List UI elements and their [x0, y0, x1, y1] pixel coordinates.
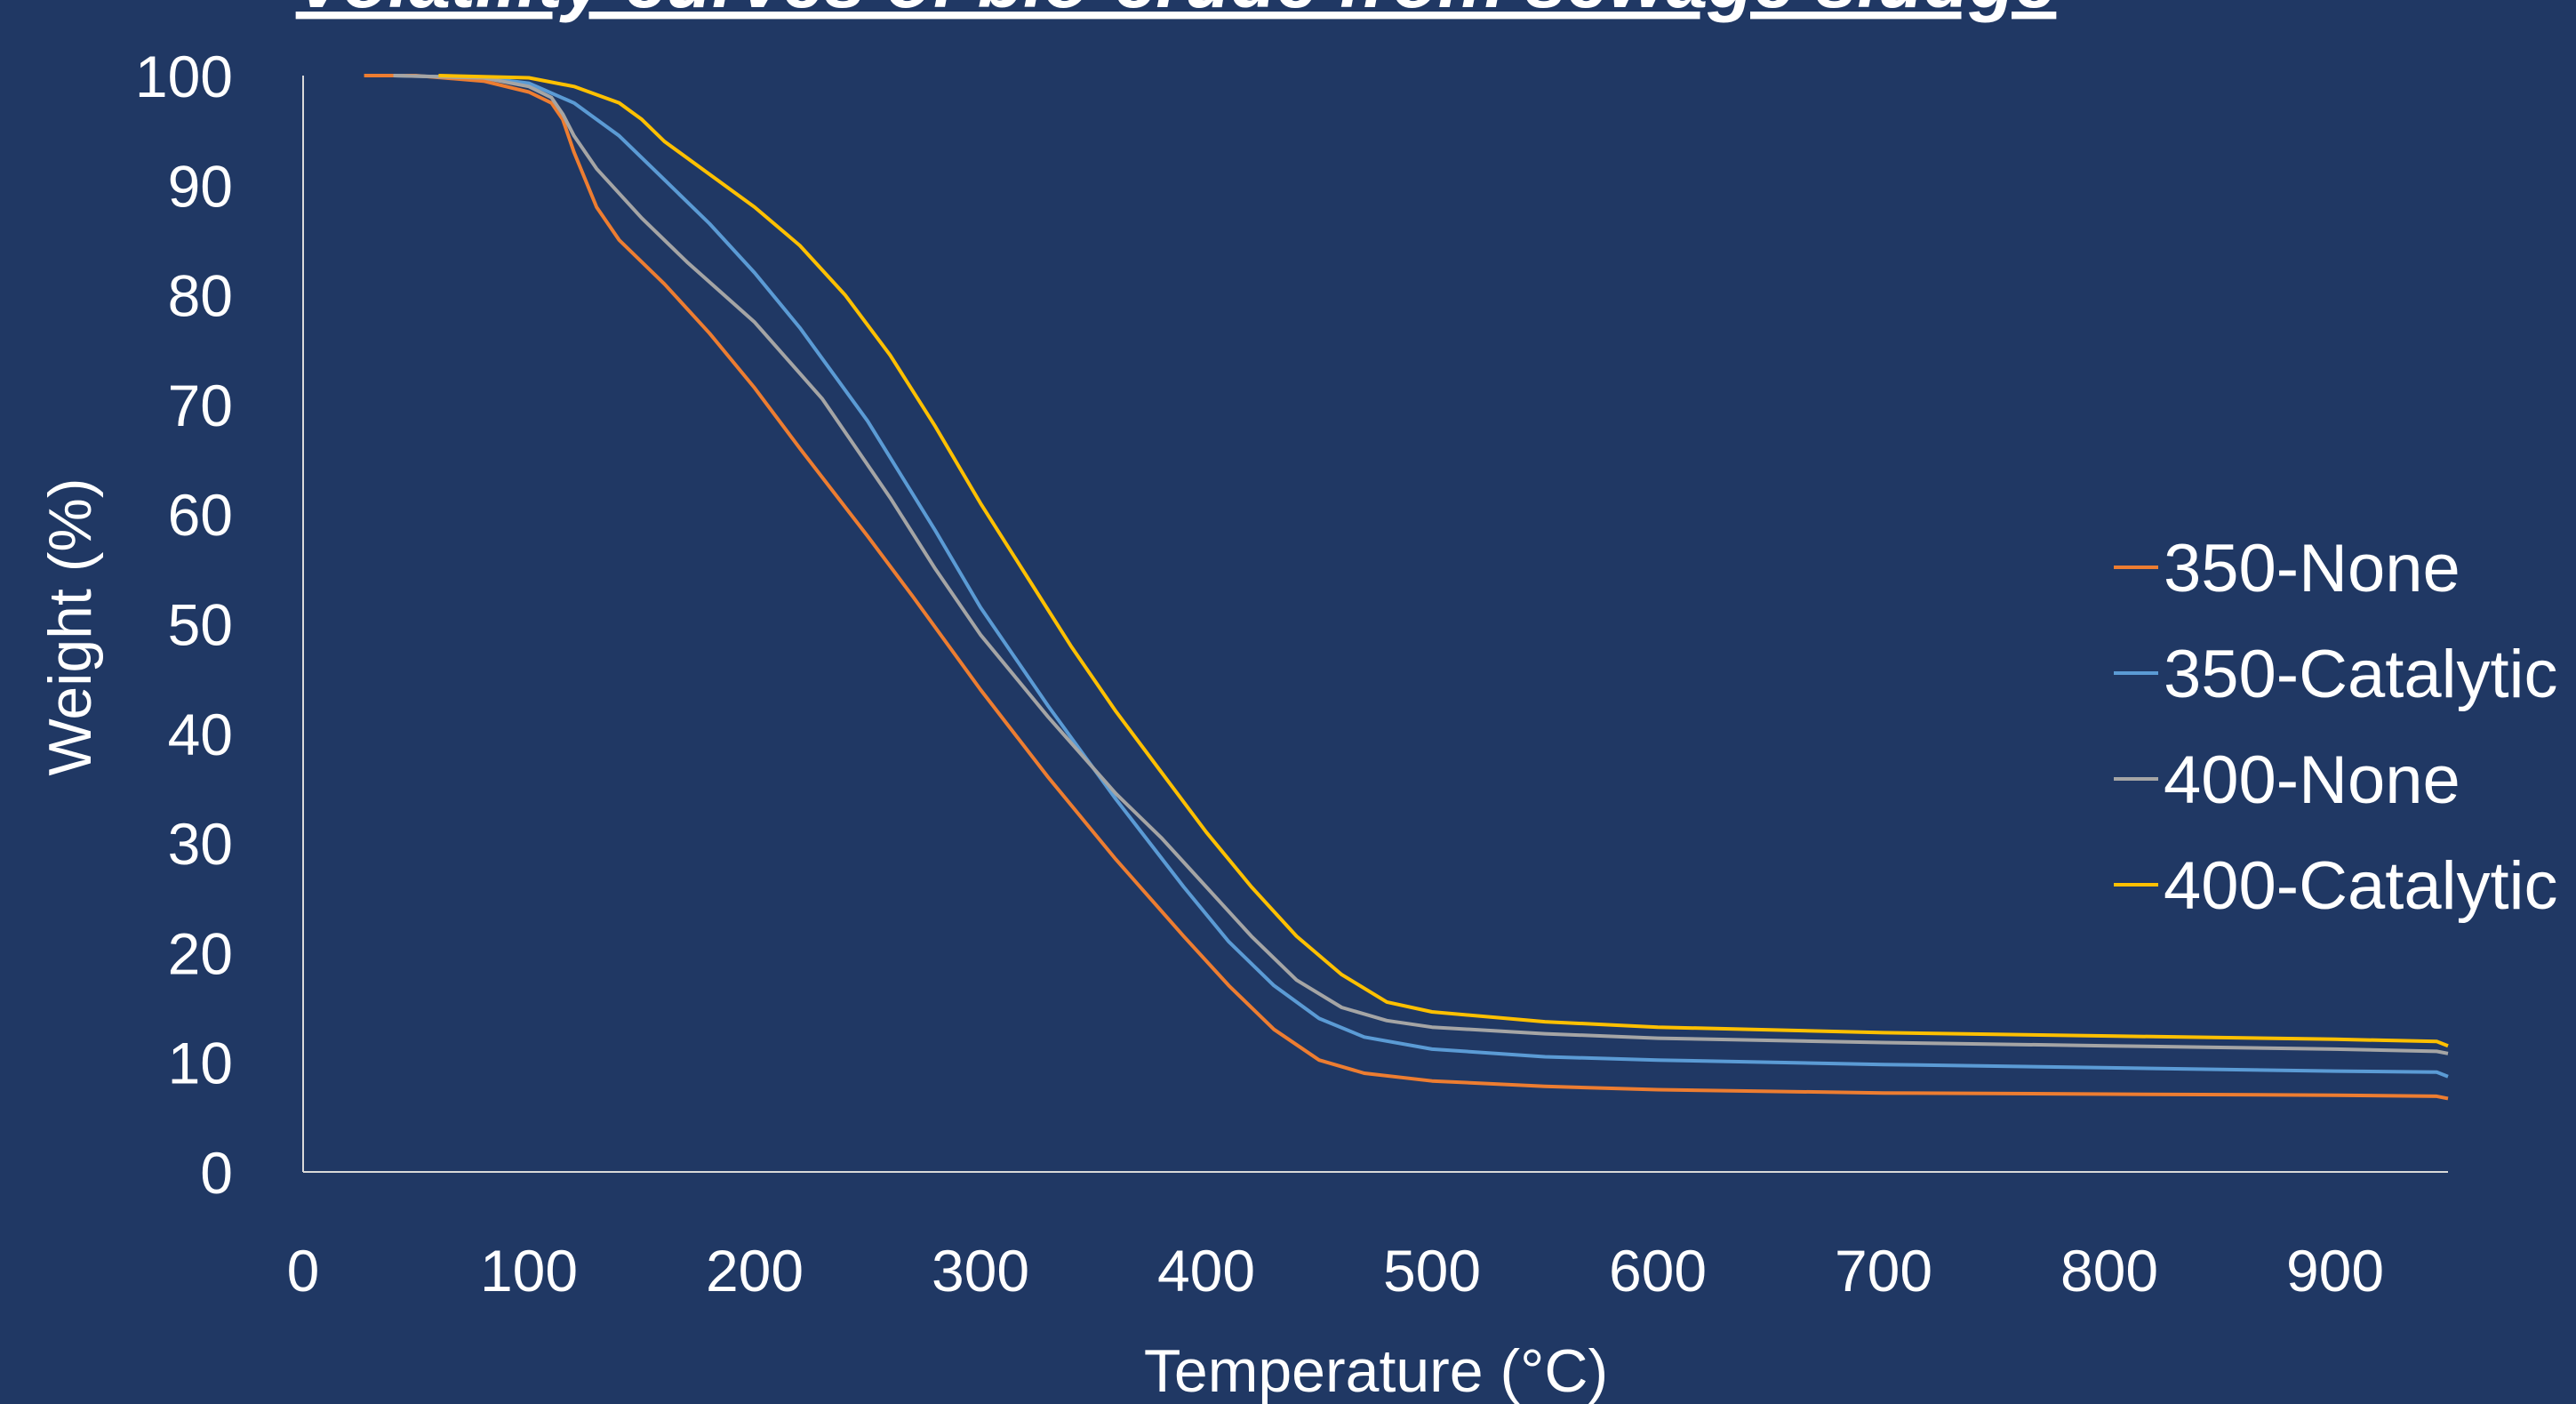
legend-item: 350-Catalytic: [2114, 637, 2558, 712]
y-tick-label: 70: [168, 373, 233, 438]
y-tick-label: 30: [168, 811, 233, 877]
y-tick-labels: 0 10 20 30 40 50 60 70 80 90 100: [135, 44, 233, 1206]
x-tick-label: 300: [932, 1238, 1029, 1304]
x-tick-label: 500: [1383, 1238, 1481, 1304]
series-line: [364, 74, 2449, 1101]
x-tick-label: 0: [287, 1238, 320, 1304]
x-axis-title: Temperature (°C): [1144, 1337, 1608, 1404]
x-tick-label: 100: [480, 1238, 578, 1304]
y-tick-label: 20: [168, 920, 233, 986]
legend-label: 400-Catalytic: [2164, 848, 2558, 924]
y-tick-label: 80: [168, 263, 233, 329]
y-tick-label: 60: [168, 482, 233, 548]
x-tick-label: 600: [1609, 1238, 1707, 1304]
series-lines: [364, 74, 2449, 1101]
y-tick-label: 100: [135, 44, 233, 109]
x-tick-labels: 0 100 200 300 400 500 600 700 800 900: [287, 1238, 2384, 1304]
series-line: [393, 74, 2449, 1055]
x-tick-label: 400: [1157, 1238, 1255, 1304]
legend-item: 400-None: [2114, 742, 2460, 818]
legend-label: 350-None: [2164, 531, 2460, 606]
legend-label: 400-None: [2164, 742, 2460, 818]
chart-title: Volatility curves of bio-crude from sewa…: [296, 0, 2057, 23]
x-tick-label: 800: [2060, 1238, 2158, 1304]
y-tick-label: 50: [168, 592, 233, 658]
x-tick-label: 200: [706, 1238, 804, 1304]
legend-label: 350-Catalytic: [2164, 637, 2558, 712]
y-tick-label: 10: [168, 1031, 233, 1096]
legend: 350-None 350-Catalytic 400-None 400-Catalyt…: [2114, 531, 2558, 924]
y-tick-label: 90: [168, 153, 233, 219]
y-tick-label: 0: [200, 1140, 233, 1206]
x-tick-label: 900: [2286, 1238, 2384, 1304]
y-axis-title: Weight (%): [36, 477, 104, 775]
legend-item: 400-Catalytic: [2114, 848, 2558, 924]
series-line: [393, 74, 2449, 1079]
axes: [302, 76, 2448, 1173]
x-tick-label: 700: [1835, 1238, 1932, 1304]
legend-item: 350-None: [2114, 531, 2460, 606]
y-tick-label: 40: [168, 702, 233, 767]
series-line: [438, 74, 2449, 1048]
